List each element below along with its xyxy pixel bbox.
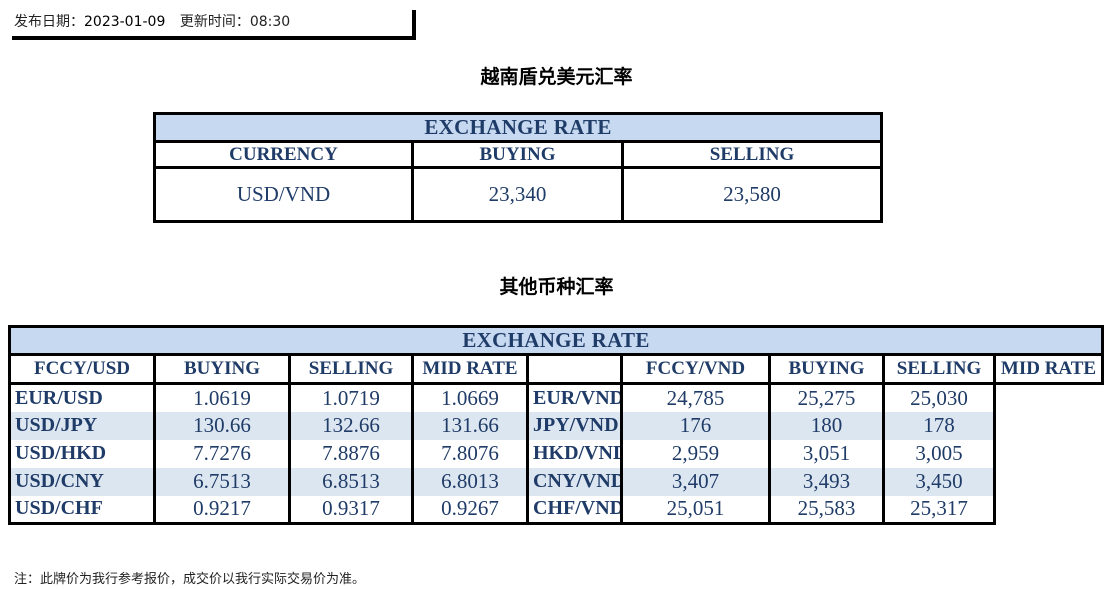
buying-cell: 23,340 (411, 166, 624, 223)
column-header: MID RATE (411, 353, 529, 385)
usd-mid-cell: 1.0669 (411, 383, 529, 412)
other-currencies-table: EXCHANGE RATE FCCY/USD BUYING SELLING MI… (7, 325, 1105, 525)
vnd-buying-cell: 176 (620, 411, 771, 440)
usd-selling-cell: 0.9317 (288, 495, 414, 525)
usd-pair-cell: USD/HKD (8, 439, 156, 468)
vnd-mid-cell: 3,450 (882, 467, 996, 496)
column-header: CURRENCY (153, 140, 414, 169)
vnd-buying-cell: 2,959 (620, 439, 771, 468)
usd-pair-cell: USD/CNY (8, 467, 156, 496)
vnd-pair-cell: JPY/VND (526, 411, 623, 440)
update-label: 更新时间： (179, 14, 250, 30)
column-header: SELLING (620, 140, 884, 169)
vnd-selling-cell: 25,275 (768, 383, 885, 412)
column-header: BUYING (153, 353, 291, 385)
table-row: USD/CHF 0.9217 0.9317 0.9267 CHF/VND 25,051 25… (8, 495, 1103, 525)
usd-selling-cell: 1.0719 (288, 383, 414, 412)
spacer-column (526, 353, 623, 385)
column-header: BUYING (768, 353, 885, 385)
table-row: USD/JPY 130.66 132.66 131.66 JPY/VND 176 180 17… (8, 411, 1103, 440)
usd-vnd-table: EXCHANGE RATE CURRENCY BUYING SELLING US… (152, 112, 884, 223)
table-row: USD/CNY 6.7513 6.8513 6.8013 CNY/VND 3,407 3,4… (8, 467, 1103, 496)
usd-buying-cell: 1.0619 (153, 383, 291, 412)
footer-note: 注：此牌价为我行参考报价，成交价以我行实际交易价为准。 (14, 572, 366, 587)
vnd-buying-cell: 25,051 (620, 495, 771, 525)
other-section-title: 其他币种汇率 (499, 276, 614, 298)
vnd-selling-cell: 25,583 (768, 495, 885, 525)
usd-mid-cell: 7.8076 (411, 439, 529, 468)
vnd-selling-cell: 3,493 (768, 467, 885, 496)
vnd-selling-cell: 3,051 (768, 439, 885, 468)
publish-date: 2023-01-09 (84, 14, 166, 30)
usd-buying-cell: 7.7276 (153, 439, 291, 468)
vnd-mid-cell: 3,005 (882, 439, 996, 468)
table-row: USD/VND 23,340 23,580 (153, 166, 884, 223)
vnd-mid-cell: 25,030 (882, 383, 996, 412)
vnd-selling-cell: 180 (768, 411, 885, 440)
usd-buying-cell: 0.9217 (153, 495, 291, 525)
column-header: MID RATE (992, 353, 1105, 385)
vnd-pair-cell: HKD/VND (526, 439, 623, 468)
usd-section-title: 越南盾兑美元汇率 (480, 66, 633, 88)
usd-mid-cell: 6.8013 (411, 467, 529, 496)
usd-pair-cell: USD/JPY (8, 411, 156, 440)
usd-mid-cell: 0.9267 (411, 495, 529, 525)
usd-pair-cell: EUR/USD (8, 383, 156, 412)
currency-cell: USD/VND (153, 166, 414, 223)
vnd-buying-cell: 3,407 (620, 467, 771, 496)
update-time: 08:30 (249, 14, 291, 30)
table-title: EXCHANGE RATE (152, 112, 884, 143)
vnd-pair-cell: CHF/VND (526, 495, 623, 525)
column-header: FCCY/USD (8, 353, 156, 385)
publish-info: 发布日期：2023-01-09 更新时间：08:30 (12, 10, 416, 40)
usd-selling-cell: 7.8876 (288, 439, 414, 468)
usd-pair-cell: USD/CHF (8, 495, 156, 525)
usd-selling-cell: 6.8513 (288, 467, 414, 496)
selling-cell: 23,580 (620, 166, 884, 223)
vnd-pair-cell: CNY/VND (526, 467, 623, 496)
column-header: BUYING (411, 140, 624, 169)
column-header: SELLING (288, 353, 414, 385)
column-header: SELLING (882, 353, 996, 385)
vnd-mid-cell: 25,317 (882, 495, 996, 525)
table-row: EUR/USD 1.0619 1.0719 1.0669 EUR/VND 24,785 25… (8, 383, 1103, 412)
table-row: USD/HKD 7.7276 7.8876 7.8076 HKD/VND 2,959 3,0… (8, 439, 1103, 468)
column-header: FCCY/VND (620, 353, 771, 385)
table-title: EXCHANGE RATE (7, 325, 1105, 356)
vnd-buying-cell: 24,785 (620, 383, 771, 412)
vnd-pair-cell: EUR/VND (526, 383, 623, 412)
vnd-mid-cell: 178 (882, 411, 996, 440)
publish-label: 发布日期： (14, 14, 84, 30)
usd-buying-cell: 6.7513 (153, 467, 291, 496)
usd-selling-cell: 132.66 (288, 411, 414, 440)
usd-buying-cell: 130.66 (153, 411, 291, 440)
usd-mid-cell: 131.66 (411, 411, 529, 440)
